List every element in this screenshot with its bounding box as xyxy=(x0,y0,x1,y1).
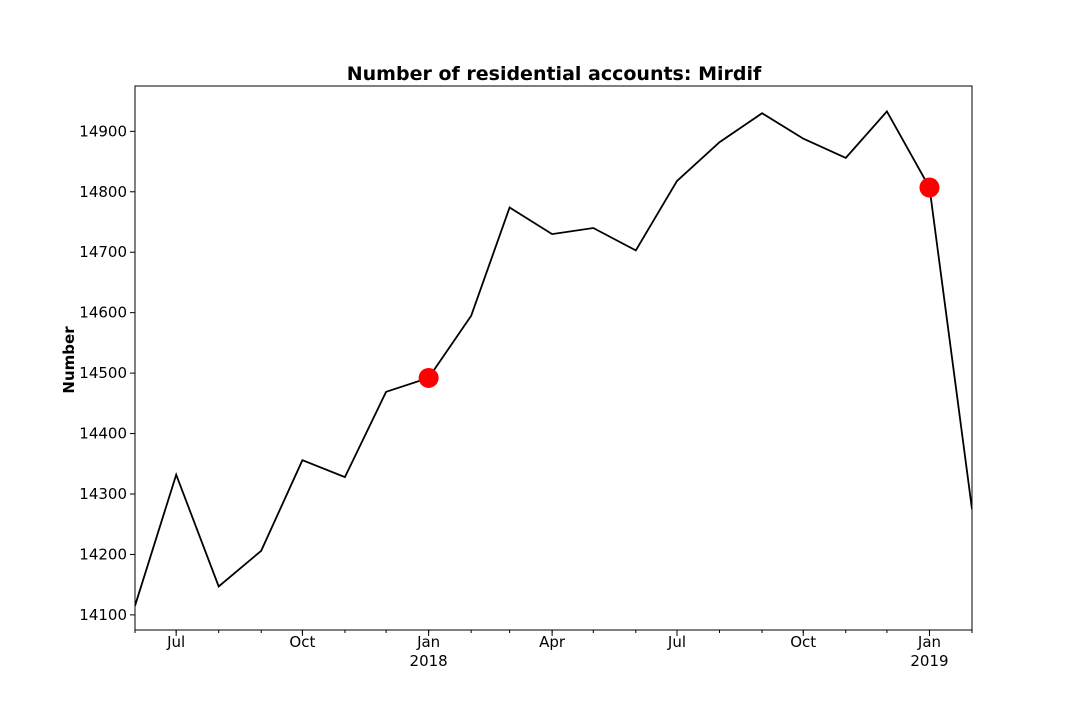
highlight-point xyxy=(919,177,940,198)
y-tick-label: 14800 xyxy=(79,183,127,201)
y-tick-label: 14900 xyxy=(79,122,127,140)
x-tick-label: Jul xyxy=(667,633,686,651)
y-tick-label: 14100 xyxy=(79,606,127,624)
x-tick-label: Jul xyxy=(166,633,185,651)
chart-title: Number of residential accounts: Mirdif xyxy=(347,63,762,85)
x-tick-label: Jan xyxy=(416,633,440,651)
y-tick-label: 14700 xyxy=(79,243,127,261)
y-tick-label: 14300 xyxy=(79,485,127,503)
x-tick-label: Oct xyxy=(790,633,816,651)
highlight-point xyxy=(418,367,439,388)
y-tick-label: 14200 xyxy=(79,545,127,563)
series-line xyxy=(135,109,972,607)
x-tick-label: Jan xyxy=(917,633,941,651)
y-tick-label: 14500 xyxy=(79,364,127,382)
x-tick-label: Oct xyxy=(289,633,315,651)
x-tick-year-label: 2019 xyxy=(910,652,948,670)
y-axis-title: Number xyxy=(60,326,78,394)
x-tick-year-label: 2018 xyxy=(410,652,448,670)
x-tick-label: Apr xyxy=(539,633,566,651)
plot-frame xyxy=(134,85,973,631)
y-tick-label: 14400 xyxy=(79,425,127,443)
y-tick-label: 14600 xyxy=(79,304,127,322)
